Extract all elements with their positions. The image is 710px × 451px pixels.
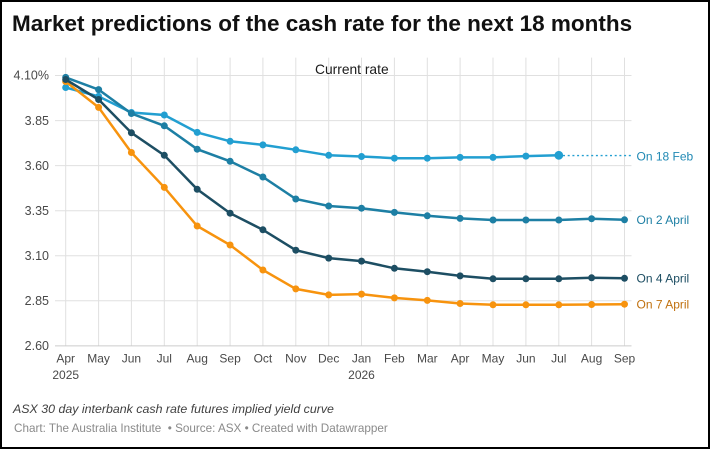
- svg-text:2025: 2025: [52, 368, 79, 382]
- svg-text:Jul: Jul: [157, 351, 172, 365]
- svg-text:Apr: Apr: [451, 351, 470, 365]
- svg-text:2.60: 2.60: [25, 339, 49, 353]
- svg-text:2.85: 2.85: [25, 294, 49, 308]
- svg-text:Dec: Dec: [318, 351, 339, 365]
- svg-text:Jul: Jul: [551, 351, 566, 365]
- svg-text:On 4 April: On 4 April: [637, 271, 690, 285]
- svg-text:3.10: 3.10: [25, 249, 49, 263]
- svg-text:Jan: Jan: [352, 351, 371, 365]
- svg-text:May: May: [87, 351, 110, 365]
- svg-text:3.35: 3.35: [25, 204, 49, 218]
- svg-text:Jun: Jun: [122, 351, 141, 365]
- svg-text:May: May: [482, 351, 505, 365]
- svg-text:Current rate: Current rate: [315, 62, 389, 77]
- svg-text:Nov: Nov: [285, 351, 306, 365]
- svg-text:Apr: Apr: [56, 351, 75, 365]
- svg-text:2026: 2026: [348, 368, 375, 382]
- svg-text:3.60: 3.60: [25, 159, 49, 173]
- svg-text:Aug: Aug: [187, 351, 208, 365]
- svg-text:Mar: Mar: [417, 351, 438, 365]
- svg-text:Sep: Sep: [219, 351, 241, 365]
- svg-text:3.85: 3.85: [25, 114, 49, 128]
- svg-text:Feb: Feb: [384, 351, 405, 365]
- svg-text:Sep: Sep: [614, 351, 636, 365]
- svg-text:Oct: Oct: [254, 351, 273, 365]
- svg-text:Jun: Jun: [516, 351, 535, 365]
- svg-text:On 18 Feb: On 18 Feb: [637, 149, 694, 163]
- svg-text:On 7 April: On 7 April: [637, 298, 690, 312]
- svg-text:Aug: Aug: [581, 351, 602, 365]
- svg-text:On 2 April: On 2 April: [637, 213, 690, 227]
- svg-text:4.10%: 4.10%: [14, 69, 49, 83]
